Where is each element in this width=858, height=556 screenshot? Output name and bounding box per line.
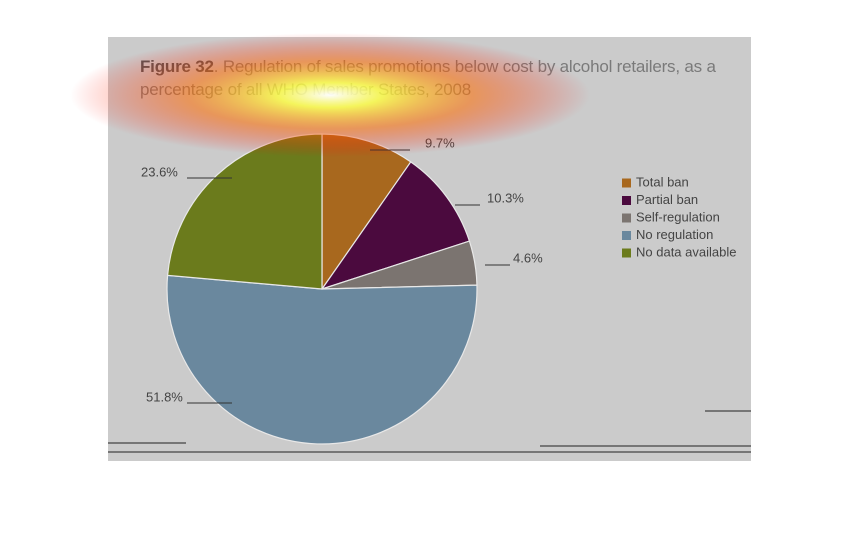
data-label: 51.8% — [146, 389, 183, 404]
legend-swatch — [622, 178, 631, 188]
pie-slice — [166, 274, 478, 445]
legend-label: No data available — [636, 244, 736, 259]
data-label: 4.6% — [513, 250, 543, 265]
legend-label: Self-regulation — [636, 209, 720, 224]
legend-swatch — [622, 213, 631, 223]
legend-label: Partial ban — [636, 192, 698, 207]
legend-swatch — [622, 231, 631, 240]
legend-swatch — [622, 196, 631, 205]
legend-label: Total ban — [636, 174, 689, 189]
data-label: 10.3% — [487, 190, 524, 205]
legend-label: No regulation — [636, 227, 713, 242]
legend-swatch — [622, 248, 631, 258]
data-label: 9.7% — [425, 135, 455, 150]
data-label: 23.6% — [141, 164, 178, 179]
pie-slice — [166, 133, 323, 290]
pie-slice — [320, 161, 471, 291]
